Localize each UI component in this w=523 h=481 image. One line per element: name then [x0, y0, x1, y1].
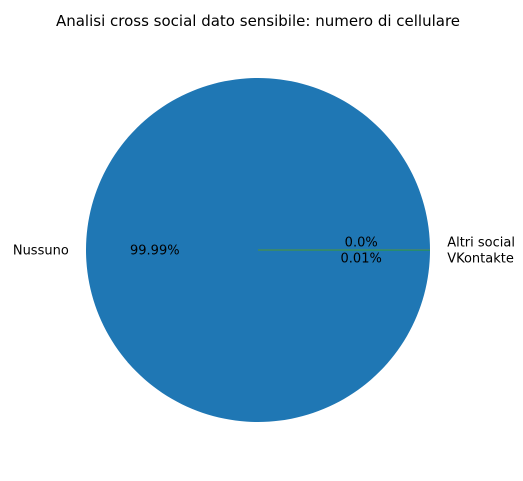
pct-label-altri-social: 0.0% — [345, 236, 378, 251]
pie-slices — [85, 77, 431, 422]
slice-nussuno — [85, 77, 431, 422]
label-nussuno: Nussuno — [13, 243, 69, 258]
pie-labels: Nussuno 99.99% Altri social 0.0% VKontakte 0.… — [13, 236, 515, 267]
label-vkontakte: VKontakte — [447, 252, 514, 267]
chart-title: Analisi cross social dato sensibile: num… — [56, 12, 460, 30]
pct-label-nussuno: 99.99% — [130, 243, 180, 258]
pct-label-vkontakte: 0.01% — [341, 252, 382, 267]
label-altri-social: Altri social — [447, 236, 515, 251]
